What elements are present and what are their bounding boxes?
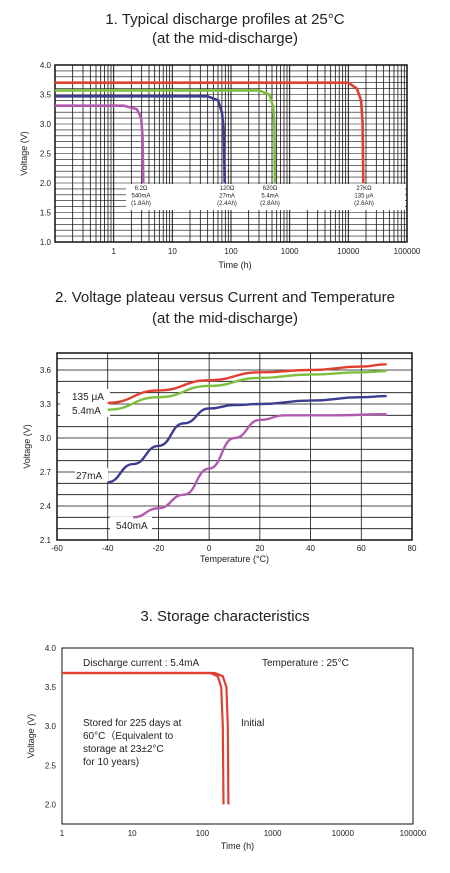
chart2-y-tick-label: 2.4 [40, 502, 52, 511]
chart1-x-tick-label: 1000 [281, 247, 299, 256]
chart1-series-label: (2.4Ah) [217, 201, 237, 207]
chart2-series-line-2 [107, 394, 387, 484]
chart2-label-bg [75, 468, 108, 482]
chart2-x-tick-label: 0 [207, 544, 212, 553]
chart3-title: 3. Storage characteristics [140, 608, 310, 625]
chart2-y-tick-label: 2.1 [40, 536, 52, 545]
chart1-series-label: 540mA [131, 194, 150, 200]
chart3-x-tick-label: 1000 [264, 829, 282, 838]
chart2-series-line-1 [107, 369, 387, 411]
chart1-title-line1: 1. Typical discharge profiles at 25°C [105, 11, 345, 28]
chart3-y-tick-label: 2.0 [45, 800, 57, 809]
chart2-series-label: 27mA [76, 471, 102, 482]
chart2-plot-frame [56, 352, 413, 541]
chart2-y-tick-label: 3.3 [40, 400, 52, 409]
chart2-x-tick-label: -60 [51, 544, 63, 553]
chart3-stored-note: for 10 years) [83, 757, 139, 768]
chart3-x-tick-label: 10 [128, 829, 137, 838]
chart2-x-tick-label: 40 [306, 544, 315, 553]
chart1-series-line-1 [55, 95, 226, 184]
chart3-y-tick-label: 3.5 [45, 683, 57, 692]
chart1-y-tick-label: 3.0 [40, 120, 52, 129]
chart3-temperature-note: Temperature : 25°C [262, 658, 349, 669]
chart1-x-tick-label: 100000 [394, 247, 421, 256]
chart2-series-line-0 [107, 363, 387, 405]
chart1-series-label: 5.4mA [261, 194, 278, 200]
chart1-x-tick-label: 10 [168, 247, 177, 256]
chart2-y-axis-label: Voltage (V) [22, 424, 32, 469]
chart3-discharge-current-note: Discharge current : 5.4mA [83, 658, 199, 669]
chart3-series-line-1 [62, 671, 230, 805]
chart2-series-label: 5.4mA [72, 406, 101, 417]
chart3-x-axis-label: Time (h) [221, 841, 254, 851]
chart1-y-tick-label: 3.5 [40, 91, 52, 100]
chart2-x-tick-label: 60 [357, 544, 366, 553]
chart2-x-tick-label: 80 [408, 544, 417, 553]
chart1-title-line2: (at the mid-discharge) [152, 30, 298, 47]
chart1-y-axis-label: Voltage (V) [19, 131, 29, 176]
chart2-title-line1: 2. Voltage plateau versus Current and Te… [55, 289, 395, 306]
chart1-x-tick-label: 100 [224, 247, 238, 256]
chart1-series-label: 620Ω [263, 186, 278, 192]
chart1-series-line-2 [55, 89, 277, 184]
chart3-x-tick-label: 10000 [332, 829, 355, 838]
chart1-series-label: 135 μA [354, 194, 373, 200]
chart1-x-tick-label: 1 [111, 247, 116, 256]
chart1-series-line-3 [55, 81, 365, 184]
chart1-series-line-0 [55, 104, 145, 184]
chart1-series-label: (2.8Ah) [260, 201, 280, 207]
chart2-series-label: 135 μA [72, 392, 104, 403]
chart2-x-axis-label: Temperature (°C) [200, 554, 269, 564]
chart3-stored-note: storage at 23±2°C [83, 744, 164, 755]
chart1-plot-frame [54, 64, 408, 243]
chart2-y-tick-label: 2.7 [40, 468, 52, 477]
chart1-y-tick-label: 1.5 [40, 209, 52, 218]
chart1-series-label: 27KΩ [356, 186, 372, 192]
chart3-x-tick-label: 100000 [400, 829, 427, 838]
chart1-y-tick-label: 2.5 [40, 150, 52, 159]
chart2-x-tick-label: 20 [255, 544, 264, 553]
chart1-series-label: 120Ω [220, 186, 235, 192]
chart3-x-tick-label: 100 [196, 829, 210, 838]
chart3-y-axis-label: Voltage (V) [26, 714, 36, 759]
chart3-x-tick-label: 1 [60, 829, 65, 838]
chart2-series-line-3 [133, 413, 387, 519]
chart1-series-label: 27mA [219, 194, 235, 200]
chart3-y-tick-label: 4.0 [45, 644, 57, 653]
chart2-label-bg [60, 389, 110, 417]
chart1-y-tick-label: 1.0 [40, 238, 52, 247]
chart3-y-tick-label: 2.5 [45, 761, 57, 770]
chart2-x-tick-label: -40 [102, 544, 114, 553]
chart3-initial-label: Initial [241, 718, 264, 729]
chart3-stored-note: 60°C（Equivalent to [83, 730, 174, 742]
chart3-plot-frame [61, 647, 414, 825]
chart2-label-bg [110, 517, 152, 531]
chart2-title-line2: (at the mid-discharge) [152, 310, 298, 327]
chart1-series-label: (2.6Ah) [354, 201, 374, 207]
chart2-series-label: 540mA [116, 521, 148, 532]
chart1-y-tick-label: 2.0 [40, 179, 52, 188]
chart1-series-label: (1.8Ah) [131, 201, 151, 207]
chart2-y-tick-label: 3.0 [40, 434, 52, 443]
chart3-stored-note: Stored for 225 days at [83, 718, 182, 729]
chart1-x-tick-label: 10000 [337, 247, 360, 256]
chart1-x-axis-label: Time (h) [218, 260, 251, 270]
chart1-y-tick-label: 4.0 [40, 61, 52, 70]
chart1-label-box [126, 184, 405, 210]
chart3-y-tick-label: 3.0 [45, 722, 57, 731]
chart2-x-tick-label: -20 [153, 544, 165, 553]
chart1-series-label: 6.2Ω [135, 186, 148, 192]
chart2-y-tick-label: 3.6 [40, 366, 52, 375]
